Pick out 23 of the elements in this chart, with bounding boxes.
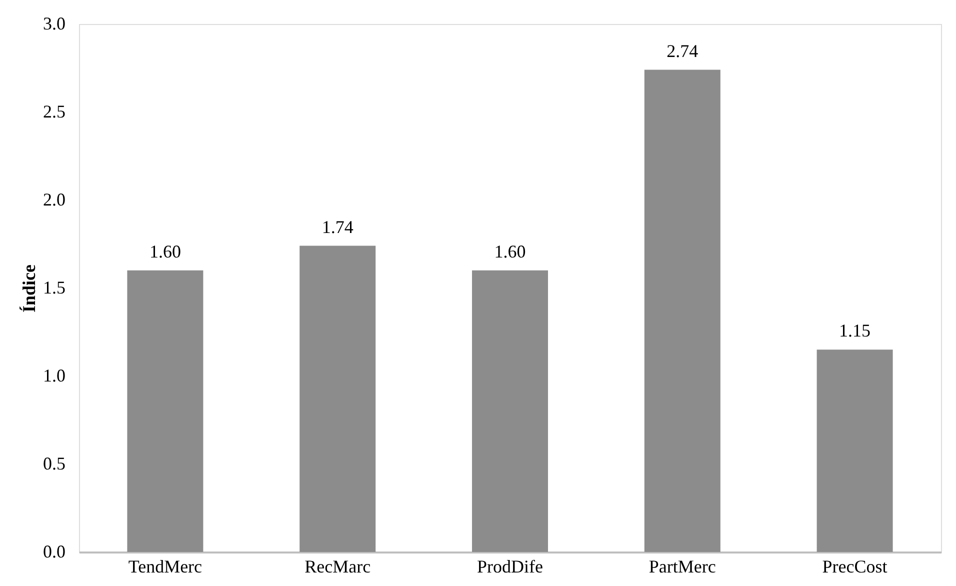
bar <box>644 70 720 552</box>
y-tick-label: 0.5 <box>43 454 66 474</box>
y-tick-label: 1.0 <box>43 366 66 386</box>
y-tick-label: 2.5 <box>43 102 66 122</box>
bar <box>300 246 376 552</box>
data-label: 1.60 <box>494 241 526 262</box>
x-tick-label: PartMerc <box>648 556 716 576</box>
y-tick-label: 3.0 <box>43 14 66 34</box>
data-label: 2.74 <box>666 40 698 61</box>
data-label: 1.74 <box>322 216 354 237</box>
y-tick-label: 2.0 <box>43 190 66 210</box>
bar <box>127 270 204 552</box>
y-tick-label: 1.5 <box>43 278 66 298</box>
bar <box>472 270 548 552</box>
x-tick-label: TendMerc <box>128 556 202 576</box>
bar <box>816 350 893 552</box>
x-tick-label: PrecCost <box>822 556 888 576</box>
x-tick-label: RecMarc <box>304 556 371 576</box>
y-axis-title: Índice <box>19 264 39 313</box>
y-tick-label: 0.0 <box>43 542 66 562</box>
data-label: 1.15 <box>839 320 871 341</box>
data-label: 1.60 <box>149 241 181 262</box>
x-tick-label: ProdDife <box>477 556 543 576</box>
